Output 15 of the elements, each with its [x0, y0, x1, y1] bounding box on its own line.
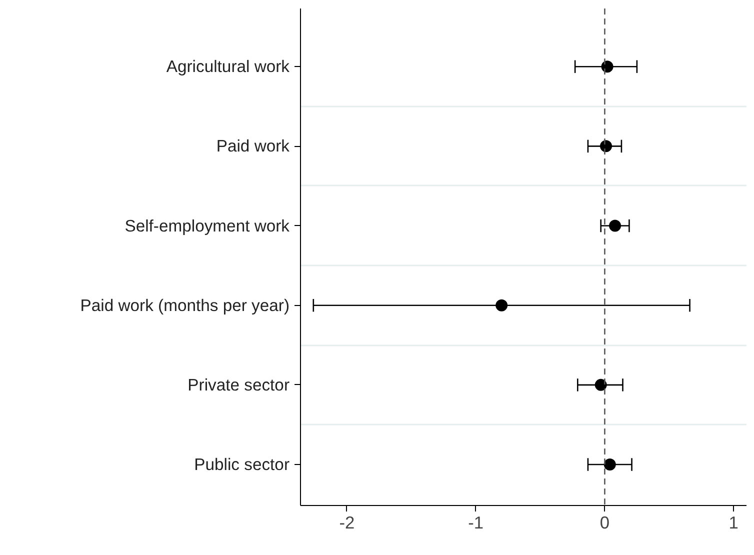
point: [604, 458, 616, 471]
y-tick-label: Agricultural work: [166, 57, 290, 76]
y-tick-label: Paid work (months per year): [80, 296, 290, 315]
point: [601, 60, 614, 73]
x-tick-label: -2: [339, 512, 355, 532]
x-tick-label: 0: [600, 512, 610, 532]
y-tick-label: Self-employment work: [124, 216, 290, 236]
x-tick-label: 1: [728, 512, 738, 532]
x-tick-label: -1: [468, 512, 484, 532]
y-tick-label: Public sector: [194, 455, 290, 474]
point: [496, 299, 508, 312]
point: [594, 378, 607, 391]
point: [609, 220, 622, 232]
y-tick-label: Paid work: [216, 136, 290, 156]
y-tick-label: Private sector: [188, 375, 290, 394]
